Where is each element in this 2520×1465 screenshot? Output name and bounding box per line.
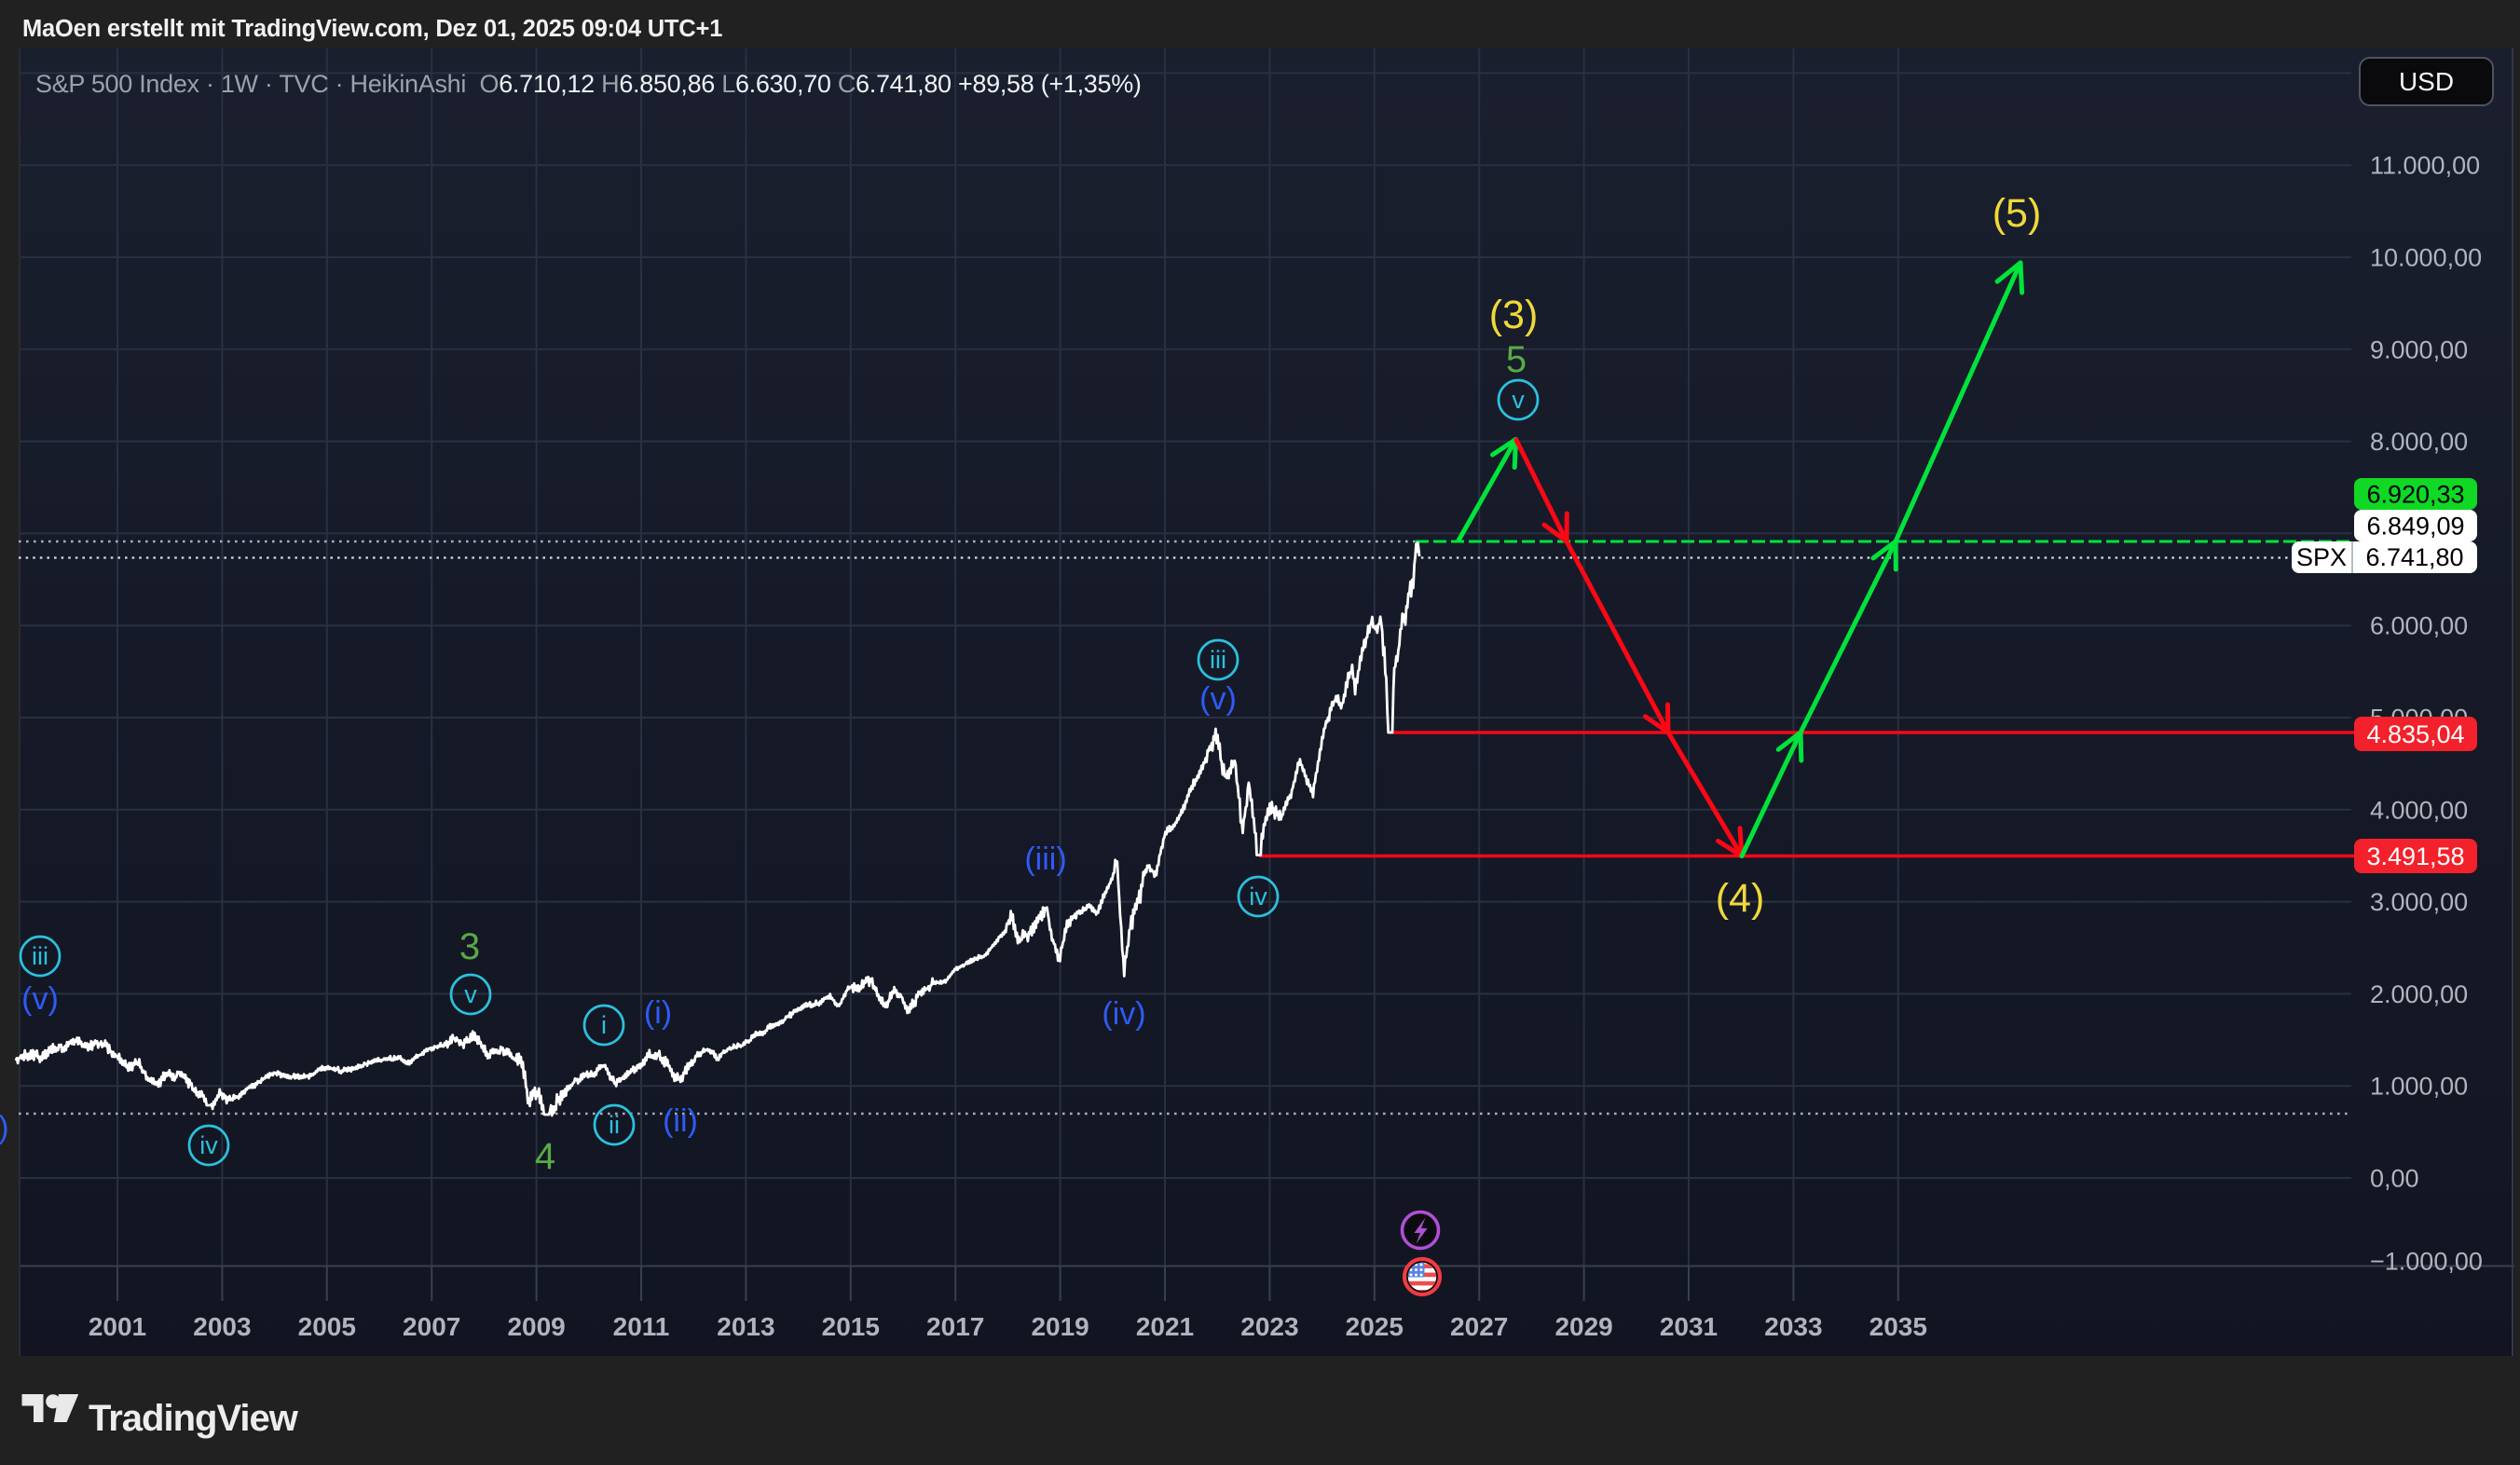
svg-text:2013: 2013 — [717, 1312, 774, 1341]
svg-text:iv: iv — [199, 1131, 218, 1159]
svg-text:2005: 2005 — [298, 1312, 356, 1341]
svg-text:4: 4 — [535, 1136, 555, 1177]
svg-text:TradingView: TradingView — [89, 1398, 299, 1439]
svg-text:S&P 500 Index · 1W · TVC · Hei: S&P 500 Index · 1W · TVC · HeikinAshi O6… — [35, 70, 1142, 98]
svg-text:10.000,00: 10.000,00 — [2370, 244, 2482, 272]
svg-text:v: v — [464, 980, 477, 1008]
svg-text:−1.000,00: −1.000,00 — [2370, 1248, 2483, 1276]
svg-text:6.000,00: 6.000,00 — [2370, 612, 2468, 640]
svg-text:2007: 2007 — [403, 1312, 460, 1341]
svg-text:8.000,00: 8.000,00 — [2370, 428, 2468, 456]
svg-text:(5): (5) — [1993, 191, 2042, 236]
svg-text:iii: iii — [1210, 646, 1226, 674]
svg-text:(v): (v) — [1199, 681, 1237, 717]
svg-text:2023: 2023 — [1240, 1312, 1298, 1341]
svg-text:(ii): (ii) — [663, 1103, 698, 1139]
svg-text:6.920,33: 6.920,33 — [2366, 481, 2464, 509]
svg-text:1.000,00: 1.000,00 — [2370, 1073, 2468, 1101]
svg-text:(iv): (iv) — [0, 1110, 9, 1145]
svg-text:2021: 2021 — [1136, 1312, 1194, 1341]
svg-text:4.835,04: 4.835,04 — [2366, 720, 2464, 748]
svg-text:4.000,00: 4.000,00 — [2370, 796, 2468, 824]
svg-text:2019: 2019 — [1031, 1312, 1089, 1341]
svg-text:11.000,00: 11.000,00 — [2370, 152, 2480, 180]
svg-text:(v): (v) — [21, 981, 59, 1017]
svg-text:2.000,00: 2.000,00 — [2370, 980, 2468, 1008]
svg-text:3.000,00: 3.000,00 — [2370, 888, 2468, 916]
svg-text:2027: 2027 — [1450, 1312, 1508, 1341]
svg-text:iv: iv — [1249, 883, 1267, 910]
svg-text:(iv): (iv) — [1102, 996, 1145, 1032]
svg-text:i: i — [601, 1011, 607, 1039]
svg-text:2025: 2025 — [1346, 1312, 1404, 1341]
svg-text:5: 5 — [1506, 339, 1527, 380]
svg-text:USD: USD — [2399, 67, 2454, 96]
svg-text:2031: 2031 — [1660, 1312, 1718, 1341]
svg-text:6.741,80: 6.741,80 — [2365, 543, 2463, 571]
svg-text:(i): (i) — [644, 995, 672, 1031]
svg-text:6.849,09: 6.849,09 — [2366, 513, 2464, 541]
svg-text:SPX: SPX — [2296, 543, 2347, 571]
svg-text:0,00: 0,00 — [2370, 1165, 2419, 1193]
svg-text:3.491,58: 3.491,58 — [2366, 842, 2464, 870]
svg-text:2029: 2029 — [1554, 1312, 1612, 1341]
svg-text:9.000,00: 9.000,00 — [2370, 335, 2468, 363]
svg-text:2035: 2035 — [1869, 1312, 1927, 1341]
svg-text:2011: 2011 — [613, 1312, 670, 1341]
svg-text:v: v — [1512, 386, 1525, 414]
svg-text:2009: 2009 — [507, 1312, 565, 1341]
svg-text:3: 3 — [459, 926, 480, 967]
svg-text:iii: iii — [32, 942, 48, 970]
svg-text:2017: 2017 — [926, 1312, 984, 1341]
svg-text:2003: 2003 — [193, 1312, 251, 1341]
svg-text:ii: ii — [609, 1111, 620, 1139]
svg-text:MaOen erstellt mit TradingView: MaOen erstellt mit TradingView.com, Dez … — [22, 16, 722, 42]
svg-text:(4): (4) — [1716, 876, 1765, 921]
svg-text:2001: 2001 — [89, 1312, 146, 1341]
svg-text:2015: 2015 — [822, 1312, 880, 1341]
svg-text:2033: 2033 — [1764, 1312, 1822, 1341]
svg-text:(3): (3) — [1489, 293, 1539, 337]
svg-text:(iii): (iii) — [1024, 842, 1066, 877]
